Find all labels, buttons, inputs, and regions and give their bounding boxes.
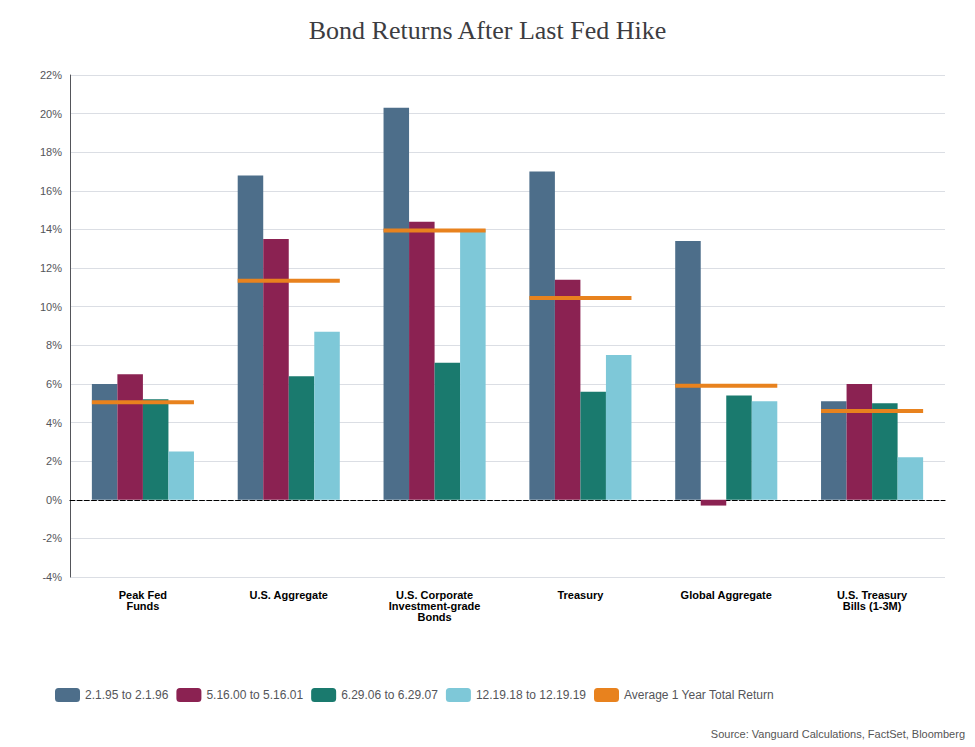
svg-text:6.29.06 to 6.29.07: 6.29.06 to 6.29.07 — [341, 688, 438, 702]
svg-text:4%: 4% — [46, 417, 62, 429]
svg-text:Global Aggregate: Global Aggregate — [681, 589, 772, 601]
svg-text:2.1.95 to 2.1.96: 2.1.95 to 2.1.96 — [85, 688, 169, 702]
svg-text:Source: Vanguard Calculations,: Source: Vanguard Calculations, FactSet, … — [711, 728, 965, 740]
svg-text:U.S. Aggregate: U.S. Aggregate — [250, 589, 328, 601]
svg-text:Funds: Funds — [126, 600, 159, 612]
svg-text:U.S. Corporate: U.S. Corporate — [396, 588, 474, 601]
svg-text:18%: 18% — [40, 146, 62, 158]
svg-text:Bills (1-3M): Bills (1-3M) — [843, 600, 902, 612]
svg-text:U.S. Treasury: U.S. Treasury — [836, 588, 908, 601]
svg-text:10%: 10% — [40, 301, 62, 313]
svg-text:16%: 16% — [40, 185, 62, 197]
svg-text:0%: 0% — [46, 494, 62, 506]
svg-text:Investment-grade: Investment-grade — [388, 599, 481, 612]
svg-text:Bonds: Bonds — [417, 611, 451, 623]
svg-text:20%: 20% — [40, 108, 62, 120]
svg-text:22%: 22% — [40, 69, 62, 81]
svg-text:Bond Returns After Last Fed Hi: Bond Returns After Last Fed Hike — [309, 16, 666, 45]
svg-text:14%: 14% — [40, 223, 62, 235]
svg-text:6%: 6% — [46, 378, 62, 390]
svg-text:8%: 8% — [46, 339, 62, 351]
svg-text:-4%: -4% — [42, 571, 62, 583]
svg-text:-2%: -2% — [42, 532, 62, 544]
svg-text:12%: 12% — [40, 262, 62, 274]
svg-text:2%: 2% — [46, 455, 62, 467]
svg-text:Peak Fed: Peak Fed — [118, 588, 168, 601]
svg-text:12.19.18 to 12.19.19: 12.19.18 to 12.19.19 — [476, 688, 586, 702]
svg-text:5.16.00 to 5.16.01: 5.16.00 to 5.16.01 — [206, 688, 303, 702]
svg-text:Average 1 Year Total Return: Average 1 Year Total Return — [624, 688, 774, 702]
svg-text:Treasury: Treasury — [557, 589, 604, 601]
